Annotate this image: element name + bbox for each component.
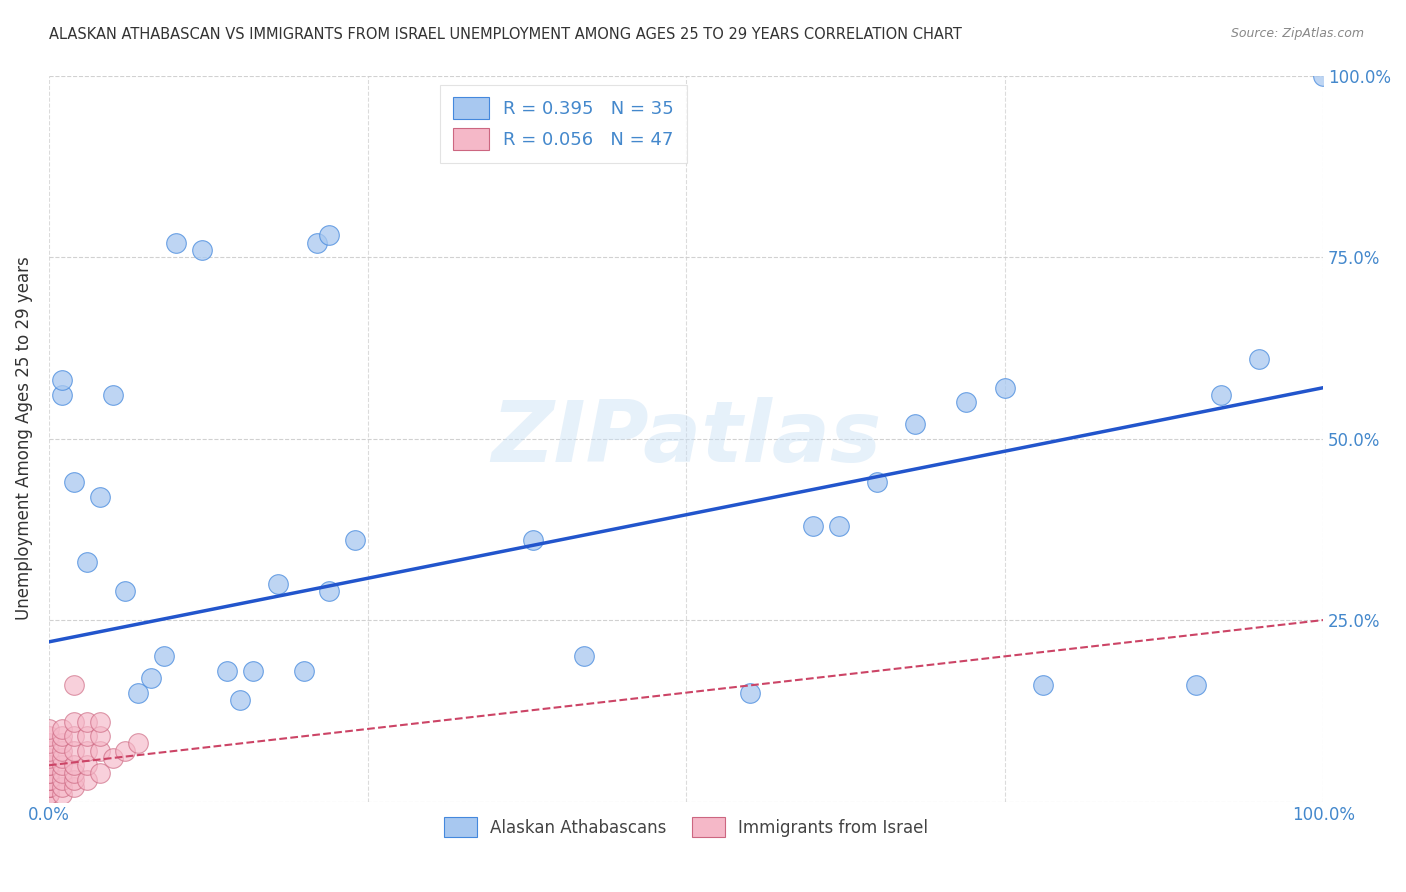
Point xyxy=(63,758,86,772)
Point xyxy=(1249,351,1271,366)
Point xyxy=(1312,69,1334,83)
Point xyxy=(267,576,290,591)
Point xyxy=(51,758,73,772)
Point xyxy=(114,744,136,758)
Point xyxy=(165,235,187,250)
Point xyxy=(38,780,60,794)
Point xyxy=(51,780,73,794)
Point xyxy=(63,744,86,758)
Point xyxy=(76,555,98,569)
Point xyxy=(51,729,73,743)
Point xyxy=(38,737,60,751)
Point xyxy=(38,758,60,772)
Point xyxy=(229,693,252,707)
Point xyxy=(38,787,60,801)
Text: ZIPatlas: ZIPatlas xyxy=(491,397,882,480)
Point xyxy=(51,388,73,402)
Point xyxy=(828,518,851,533)
Point xyxy=(572,649,595,664)
Point xyxy=(76,744,98,758)
Point xyxy=(38,751,60,765)
Point xyxy=(127,737,149,751)
Point xyxy=(242,664,264,678)
Text: Source: ZipAtlas.com: Source: ZipAtlas.com xyxy=(1230,27,1364,40)
Point xyxy=(318,584,340,599)
Point xyxy=(89,714,111,729)
Legend: Alaskan Athabascans, Immigrants from Israel: Alaskan Athabascans, Immigrants from Isr… xyxy=(437,811,935,844)
Point xyxy=(866,475,889,489)
Point xyxy=(38,780,60,794)
Point xyxy=(63,780,86,794)
Point xyxy=(1184,678,1206,692)
Point xyxy=(76,714,98,729)
Point xyxy=(63,714,86,729)
Point xyxy=(76,758,98,772)
Point xyxy=(76,772,98,787)
Point xyxy=(51,722,73,736)
Point xyxy=(51,765,73,780)
Point xyxy=(38,787,60,801)
Point xyxy=(1211,388,1233,402)
Point xyxy=(305,235,328,250)
Point xyxy=(63,772,86,787)
Point xyxy=(191,243,214,257)
Point xyxy=(51,787,73,801)
Point xyxy=(955,395,977,409)
Text: ALASKAN ATHABASCAN VS IMMIGRANTS FROM ISRAEL UNEMPLOYMENT AMONG AGES 25 TO 29 YE: ALASKAN ATHABASCAN VS IMMIGRANTS FROM IS… xyxy=(49,27,962,42)
Point xyxy=(63,765,86,780)
Point xyxy=(89,490,111,504)
Point xyxy=(292,664,315,678)
Point xyxy=(217,664,239,678)
Point xyxy=(738,686,761,700)
Point xyxy=(114,584,136,599)
Point xyxy=(51,374,73,388)
Point xyxy=(51,737,73,751)
Point xyxy=(343,533,366,548)
Point xyxy=(38,765,60,780)
Point xyxy=(38,772,60,787)
Point xyxy=(803,518,825,533)
Point xyxy=(994,381,1017,395)
Point xyxy=(127,686,149,700)
Point xyxy=(51,751,73,765)
Point xyxy=(139,671,162,685)
Point xyxy=(152,649,174,664)
Point xyxy=(101,388,124,402)
Point xyxy=(38,772,60,787)
Point xyxy=(89,729,111,743)
Point xyxy=(38,780,60,794)
Y-axis label: Unemployment Among Ages 25 to 29 years: Unemployment Among Ages 25 to 29 years xyxy=(15,257,32,621)
Point xyxy=(51,772,73,787)
Point xyxy=(522,533,544,548)
Point xyxy=(318,228,340,243)
Point xyxy=(38,758,60,772)
Point xyxy=(904,417,927,431)
Point xyxy=(1032,678,1054,692)
Point xyxy=(101,751,124,765)
Point xyxy=(63,475,86,489)
Point xyxy=(76,729,98,743)
Point xyxy=(63,729,86,743)
Point xyxy=(89,765,111,780)
Point xyxy=(38,722,60,736)
Point xyxy=(38,729,60,743)
Point xyxy=(51,744,73,758)
Point xyxy=(38,765,60,780)
Point xyxy=(89,744,111,758)
Point xyxy=(38,744,60,758)
Point xyxy=(63,678,86,692)
Point xyxy=(38,772,60,787)
